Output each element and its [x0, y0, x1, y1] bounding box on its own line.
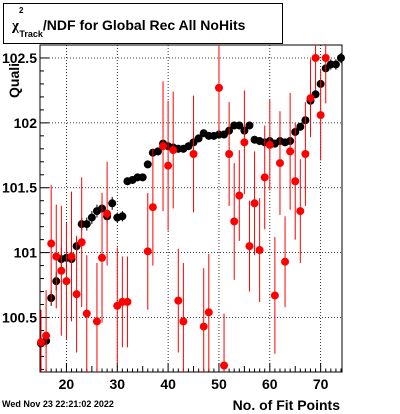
red-point	[67, 252, 76, 261]
red-point	[37, 338, 46, 347]
red-point	[245, 242, 254, 251]
title-symbol: χ	[12, 18, 19, 34]
title-text: /NDF for Global Rec All NoHits	[42, 17, 246, 33]
red-point	[296, 207, 305, 216]
title-box: χ 2 Track/NDF for Global Rec All NoHits	[3, 3, 283, 44]
red-point	[316, 111, 325, 120]
black-point	[108, 199, 117, 208]
red-point	[286, 147, 295, 156]
y-tick-label: 100.5	[2, 310, 37, 326]
red-point	[169, 146, 178, 155]
red-point	[214, 83, 223, 92]
black-point	[87, 213, 96, 222]
black-point	[138, 173, 147, 182]
red-point	[199, 322, 208, 331]
black-point	[194, 134, 203, 143]
y-tick-label: 102	[14, 115, 38, 131]
red-point	[52, 252, 61, 261]
title-superscript: 2	[18, 6, 24, 16]
red-point	[164, 161, 173, 170]
y-tick-label: 102.5	[2, 50, 37, 66]
black-point	[143, 160, 152, 169]
red-point	[291, 177, 300, 186]
red-point	[148, 203, 157, 212]
red-point	[255, 246, 264, 255]
black-point	[331, 60, 340, 69]
red-point	[204, 308, 213, 317]
red-point	[72, 290, 81, 299]
plot-frame	[39, 44, 343, 373]
red-point	[42, 331, 51, 340]
red-point	[98, 253, 107, 262]
red-point	[220, 361, 229, 370]
x-tick-label: 60	[262, 376, 278, 392]
x-tick-label: 30	[109, 376, 125, 392]
x-axis-label: No. of Fit Points	[233, 397, 341, 413]
red-point	[47, 239, 56, 248]
red-point	[159, 142, 168, 151]
red-point	[301, 150, 310, 158]
red-point	[265, 140, 274, 149]
red-point	[143, 247, 152, 256]
black-point	[296, 122, 305, 131]
red-point	[321, 53, 330, 62]
date-stamp: Wed Nov 23 22:21:02 2022	[2, 399, 114, 409]
red-point	[230, 217, 239, 226]
y-axis-label: Quali	[6, 63, 22, 98]
red-point	[77, 238, 86, 247]
red-point	[82, 309, 91, 318]
red-point	[306, 94, 315, 103]
red-point	[311, 53, 320, 62]
red-point	[250, 199, 259, 208]
x-tick-label: 40	[160, 376, 176, 392]
red-point	[225, 150, 234, 158]
black-point	[235, 121, 244, 130]
red-point	[189, 150, 198, 158]
y-tick-label: 101	[14, 245, 38, 261]
black-point	[82, 220, 91, 229]
series-red	[37, 45, 330, 372]
x-tick-label: 70	[313, 376, 329, 392]
red-point	[92, 317, 101, 326]
black-point	[153, 147, 162, 156]
y-tick-label: 101.5	[2, 180, 37, 196]
tick-labels: 20 30 40 50 60 70 100.5 101 101.5 102 102.5	[2, 50, 329, 392]
red-point	[270, 291, 279, 300]
red-point	[281, 257, 290, 266]
red-point	[179, 317, 188, 326]
black-point	[118, 212, 127, 221]
title-subscript: Track	[19, 29, 43, 39]
red-point	[174, 296, 183, 305]
chart-title: χ 2 Track/NDF for Global Rec All NoHits	[12, 6, 249, 39]
red-point	[275, 159, 284, 168]
red-point	[57, 266, 66, 275]
red-point	[260, 173, 269, 182]
black-point	[245, 121, 254, 130]
red-point	[103, 209, 112, 218]
x-tick-label: 50	[211, 376, 227, 392]
black-point	[336, 53, 345, 62]
red-point	[62, 277, 71, 286]
red-point	[240, 138, 249, 147]
x-tick-label: 20	[59, 376, 75, 392]
red-point	[235, 191, 244, 200]
red-point	[123, 297, 132, 306]
